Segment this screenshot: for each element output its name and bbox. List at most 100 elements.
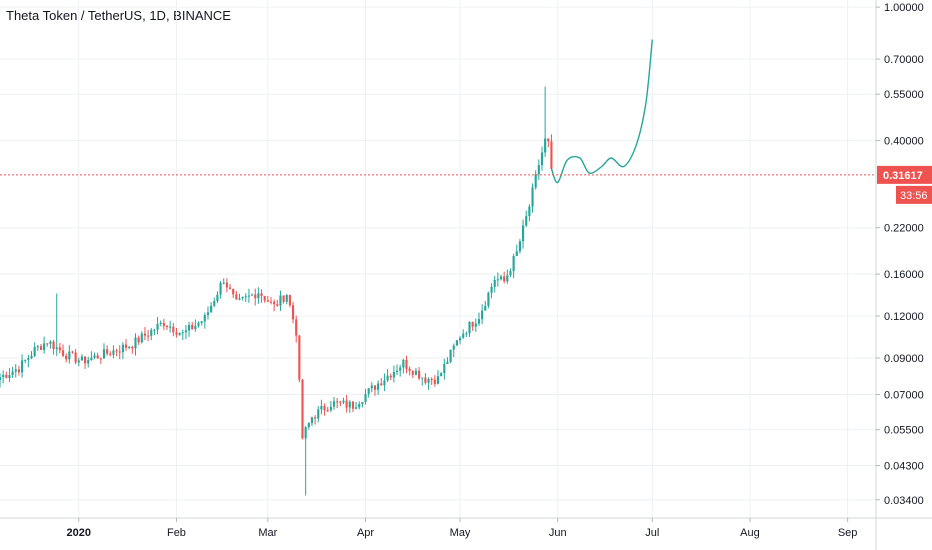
candle-body <box>106 349 109 354</box>
candle-body <box>52 341 55 350</box>
projection-line <box>550 39 653 184</box>
candle-body <box>314 417 317 419</box>
candle-body <box>499 276 503 280</box>
candle-body <box>27 358 30 360</box>
candle-body <box>468 321 471 334</box>
candle-body <box>96 355 99 359</box>
candle-body <box>298 335 301 380</box>
time-tick-label: Sep <box>838 527 858 539</box>
price-tick-label: 0.22000 <box>884 223 924 235</box>
candle-body <box>433 379 436 384</box>
candle-body <box>251 294 254 296</box>
price-tick-label: 1.00000 <box>884 2 924 14</box>
candle-body <box>503 276 506 282</box>
grid <box>0 0 876 518</box>
candle-body <box>203 315 206 322</box>
candle-body <box>307 423 310 428</box>
candle-body <box>418 370 421 379</box>
candle-body <box>528 206 531 217</box>
candle-body <box>550 141 553 169</box>
candle-body <box>187 324 191 331</box>
candle-body <box>490 286 493 293</box>
candle-body <box>143 333 147 336</box>
candle-body <box>241 297 244 299</box>
countdown-label: 33:56 <box>900 190 928 202</box>
candle-body <box>452 345 455 350</box>
candle-body <box>222 282 225 284</box>
candle-body <box>172 326 175 333</box>
candle-body <box>449 349 452 362</box>
candle-body <box>304 427 307 439</box>
candle-body <box>159 322 162 324</box>
candle-body <box>364 394 367 403</box>
time-tick-label: Jul <box>645 527 659 539</box>
candle-body <box>225 282 228 288</box>
candle-body <box>421 377 424 379</box>
candle-body <box>11 371 14 376</box>
candle-body <box>121 344 124 353</box>
candle-body <box>43 343 46 350</box>
candle-body <box>266 300 269 302</box>
candle-body <box>323 406 326 411</box>
candle-body <box>455 340 458 346</box>
candle-body <box>49 341 52 344</box>
candle-body <box>39 346 43 350</box>
chart-title: Theta Token / TetherUS, 1D, BINANCE <box>6 8 231 23</box>
candle-body <box>191 324 194 330</box>
candles <box>0 86 553 496</box>
candle-body <box>124 344 128 348</box>
candle-body <box>30 355 33 359</box>
candle-body <box>232 288 235 295</box>
time-tick-label: Mar <box>258 527 277 539</box>
candle-body <box>370 385 373 389</box>
candle-body <box>206 312 210 316</box>
candle-body <box>87 360 90 364</box>
candle-body <box>320 406 323 410</box>
candle-body <box>58 347 61 351</box>
candle-body <box>269 301 273 303</box>
candle-body <box>342 400 345 403</box>
candle-body <box>150 329 153 336</box>
price-axis[interactable]: 1.00000 0.70000 0.55000 0.40000 0.22000 0.160… <box>875 0 932 550</box>
price-tick-label: 0.70000 <box>884 54 924 66</box>
candle-body <box>109 353 112 355</box>
candle-body <box>471 321 474 327</box>
candle-body <box>493 279 496 287</box>
candle-body <box>140 333 143 343</box>
price-tick-label: 0.05500 <box>884 425 924 437</box>
candle-body <box>534 174 537 188</box>
time-tick-label: May <box>450 527 471 539</box>
candle-body <box>36 346 39 348</box>
candle-body <box>332 401 336 407</box>
candle-body <box>5 374 8 378</box>
candle-body <box>285 294 288 302</box>
candle-body <box>474 323 477 327</box>
candle-body <box>509 271 512 276</box>
candle-body <box>540 152 544 166</box>
last-price-label: 0.31617 <box>883 170 923 182</box>
candle-body <box>430 379 433 381</box>
candle-body <box>345 400 348 408</box>
candle-body <box>213 301 216 306</box>
candle-body <box>244 296 247 298</box>
candle-body <box>484 305 487 311</box>
candle-body <box>200 321 203 323</box>
price-tick-label: 0.09000 <box>884 353 924 365</box>
candle-body <box>329 406 332 411</box>
price-tick-label: 0.55000 <box>884 89 924 101</box>
candle-body <box>131 346 134 349</box>
candle-body <box>71 351 74 353</box>
candle-body <box>228 287 232 289</box>
price-tick-label: 0.03400 <box>884 495 924 507</box>
candle-body <box>310 417 314 424</box>
candle-body <box>386 375 389 381</box>
candle-body <box>389 375 392 378</box>
time-tick-label: Jun <box>549 527 567 539</box>
candle-body <box>55 347 58 350</box>
candle-body <box>93 355 96 358</box>
candle-body <box>395 370 399 372</box>
time-axis[interactable]: 2020 Feb Mar Apr May Jun Jul Aug Sep <box>0 517 932 539</box>
candle-body <box>112 350 115 355</box>
price-tick-label: 0.04300 <box>884 461 924 473</box>
